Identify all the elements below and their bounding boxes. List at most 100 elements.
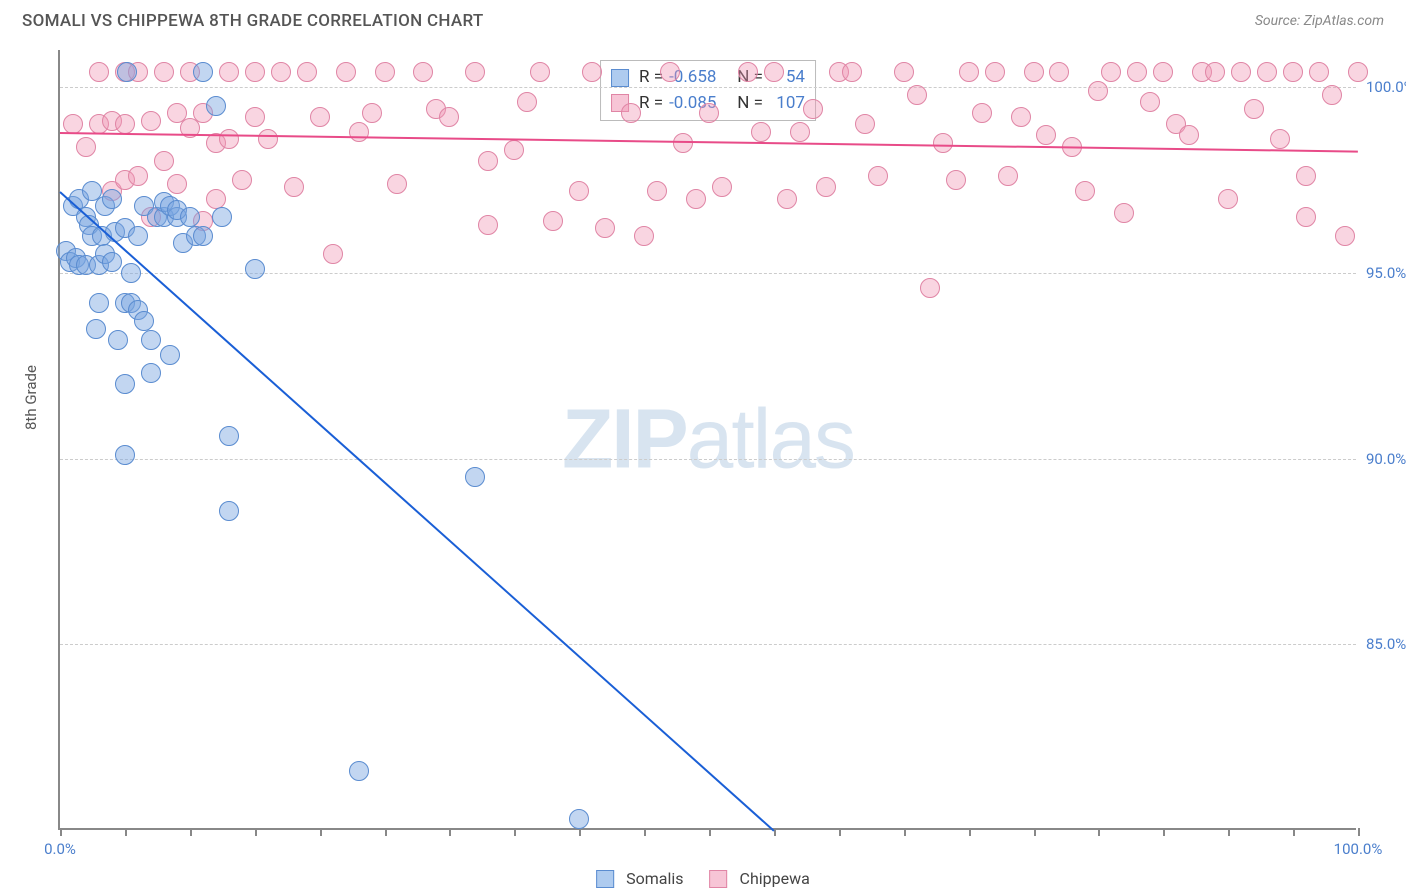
data-point-chippewa — [1270, 129, 1290, 149]
data-point-chippewa — [894, 62, 914, 82]
data-point-chippewa — [245, 62, 265, 82]
data-point-somali — [206, 96, 226, 116]
data-point-somali — [193, 226, 213, 246]
data-point-somali — [86, 319, 106, 339]
data-point-chippewa — [1127, 62, 1147, 82]
x-tick — [190, 828, 192, 836]
data-point-somali — [89, 293, 109, 313]
source-credit: Source: ZipAtlas.com — [1255, 13, 1384, 29]
data-point-chippewa — [362, 103, 382, 123]
data-point-somali — [102, 252, 122, 272]
data-point-chippewa — [972, 103, 992, 123]
data-point-chippewa — [933, 133, 953, 153]
data-point-chippewa — [1309, 62, 1329, 82]
data-point-chippewa — [530, 62, 550, 82]
legend-item-somali: Somalis — [596, 869, 683, 888]
watermark-atlas: atlas — [687, 392, 854, 486]
data-point-chippewa — [1088, 81, 1108, 101]
watermark-zip: ZIP — [562, 392, 687, 486]
data-point-chippewa — [115, 114, 135, 134]
data-point-chippewa — [336, 62, 356, 82]
data-point-chippewa — [349, 122, 369, 142]
data-point-somali — [465, 467, 485, 487]
data-point-somali — [219, 501, 239, 521]
swatch-chippewa — [710, 870, 728, 888]
data-point-chippewa — [413, 62, 433, 82]
data-point-somali — [349, 761, 369, 781]
data-point-chippewa — [232, 170, 252, 190]
x-tick — [1228, 828, 1230, 836]
x-tick — [60, 828, 62, 836]
x-tick — [839, 828, 841, 836]
data-point-chippewa — [1114, 203, 1134, 223]
data-point-chippewa — [245, 107, 265, 127]
x-tick — [969, 828, 971, 836]
data-point-chippewa — [128, 166, 148, 186]
data-point-chippewa — [1024, 62, 1044, 82]
data-point-chippewa — [660, 62, 680, 82]
data-point-chippewa — [1179, 125, 1199, 145]
x-tick — [709, 828, 711, 836]
data-point-chippewa — [271, 62, 291, 82]
data-point-somali — [193, 62, 213, 82]
gridline-h — [60, 459, 1356, 460]
data-point-chippewa — [1101, 62, 1121, 82]
data-point-somali — [134, 311, 154, 331]
x-tick — [449, 828, 451, 836]
data-point-somali — [117, 62, 137, 82]
chippewa-n-value: 107 — [769, 91, 805, 117]
x-tick — [644, 828, 646, 836]
data-point-chippewa — [816, 177, 836, 197]
x-tick — [514, 828, 516, 836]
data-point-chippewa — [258, 129, 278, 149]
x-tick-label: 100.0% — [1334, 840, 1383, 858]
data-point-chippewa — [621, 103, 641, 123]
data-point-chippewa — [907, 85, 927, 105]
x-tick — [320, 828, 322, 836]
y-axis-label: 8th Grade — [22, 365, 40, 430]
data-point-chippewa — [868, 166, 888, 186]
data-point-chippewa — [167, 174, 187, 194]
y-tick-label: 95.0% — [1366, 264, 1406, 282]
data-point-chippewa — [284, 177, 304, 197]
legend-label-somali: Somalis — [626, 869, 683, 888]
y-tick-label: 100.0% — [1366, 78, 1406, 96]
data-point-chippewa — [920, 278, 940, 298]
data-point-chippewa — [1049, 62, 1069, 82]
plot-area: ZIPatlas R = -0.658 N = 54 R = -0.085 N … — [58, 50, 1356, 830]
swatch-somali — [596, 870, 614, 888]
data-point-chippewa — [478, 215, 498, 235]
data-point-chippewa — [985, 62, 1005, 82]
data-point-chippewa — [154, 62, 174, 82]
data-point-chippewa — [76, 137, 96, 157]
watermark: ZIPatlas — [562, 391, 854, 488]
data-point-chippewa — [219, 129, 239, 149]
data-point-chippewa — [1205, 62, 1225, 82]
data-point-chippewa — [89, 62, 109, 82]
data-point-somali — [180, 207, 200, 227]
data-point-chippewa — [686, 189, 706, 209]
legend-label-chippewa: Chippewa — [740, 869, 810, 888]
data-point-chippewa — [959, 62, 979, 82]
n-label: N = — [733, 91, 763, 117]
data-point-chippewa — [1296, 207, 1316, 227]
data-point-chippewa — [569, 181, 589, 201]
data-point-chippewa — [154, 151, 174, 171]
data-point-chippewa — [465, 62, 485, 82]
data-point-chippewa — [1011, 107, 1031, 127]
x-tick — [579, 828, 581, 836]
data-point-somali — [108, 330, 128, 350]
data-point-chippewa — [219, 62, 239, 82]
data-point-chippewa — [478, 151, 498, 171]
y-tick-label: 85.0% — [1366, 635, 1406, 653]
data-point-chippewa — [1296, 166, 1316, 186]
x-tick — [1098, 828, 1100, 836]
r-label: R = — [639, 91, 663, 117]
data-point-chippewa — [1075, 181, 1095, 201]
data-point-somali — [212, 207, 232, 227]
data-point-chippewa — [1283, 62, 1303, 82]
data-point-chippewa — [842, 62, 862, 82]
data-point-chippewa — [1153, 62, 1173, 82]
data-point-chippewa — [803, 99, 823, 119]
data-point-somali — [219, 426, 239, 446]
